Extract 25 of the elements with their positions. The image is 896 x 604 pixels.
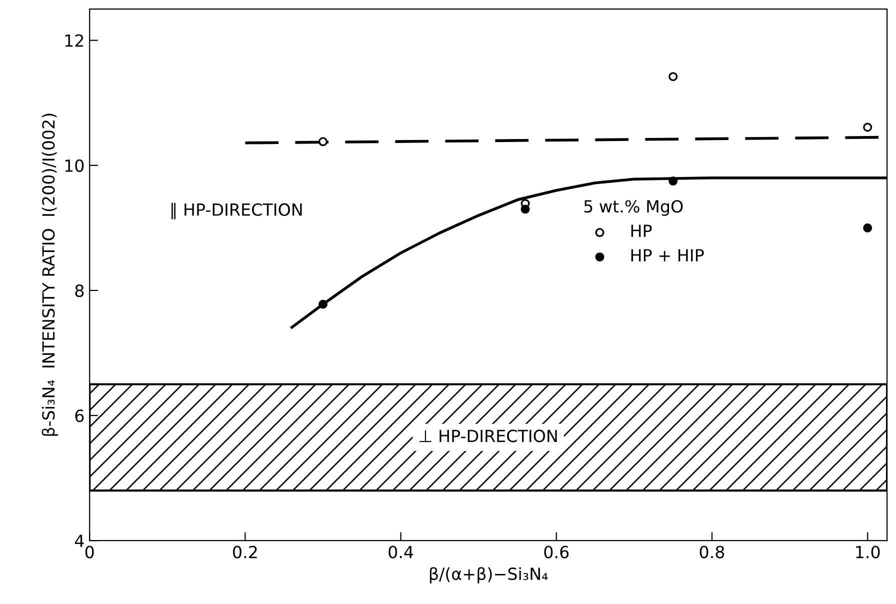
x-tick-label: 0.4	[388, 546, 414, 558]
y-tick-label: 10	[65, 159, 84, 172]
point	[668, 72, 678, 82]
y-tick-label: 12	[65, 34, 84, 47]
band-label: ⊥ HP-DIRECTION	[420, 430, 557, 442]
y-tick-label: 8	[75, 284, 84, 298]
legend-label: HP	[631, 224, 652, 237]
point	[863, 223, 872, 232]
legend-label: HP + HIP	[631, 249, 704, 262]
y-tick-label: 4	[74, 534, 84, 547]
x-tick-label: 1.0	[856, 546, 880, 558]
point	[863, 122, 872, 132]
point	[668, 176, 678, 186]
y-axis-title: β-Si₃N₄ INTENSITY RATIO I(200)/I(002)	[42, 114, 58, 436]
annotation: ∥ HP-DIRECTION	[172, 202, 302, 220]
x-tick-label: 0.8	[700, 546, 724, 558]
legend-title: 5 wt.% MgO	[584, 200, 683, 216]
x-tick-label: 0.2	[233, 546, 257, 558]
y-tick-label: 6	[75, 409, 84, 422]
x-tick-label: 0.6	[544, 546, 569, 558]
point	[520, 204, 530, 214]
point	[318, 137, 328, 146]
point	[318, 300, 328, 309]
x-tick-label: 0	[85, 546, 94, 558]
x-axis-title: β/(α+β)−Si₃N₄	[430, 567, 548, 584]
